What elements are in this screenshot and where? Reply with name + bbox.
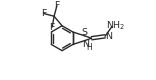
Text: F: F [49,23,55,32]
Text: S: S [82,28,88,37]
Text: H: H [87,43,92,52]
Text: N: N [82,40,89,49]
Text: F: F [54,1,60,10]
Text: N: N [106,32,113,41]
Text: F: F [41,9,46,18]
Text: NH$_2$: NH$_2$ [106,19,125,32]
